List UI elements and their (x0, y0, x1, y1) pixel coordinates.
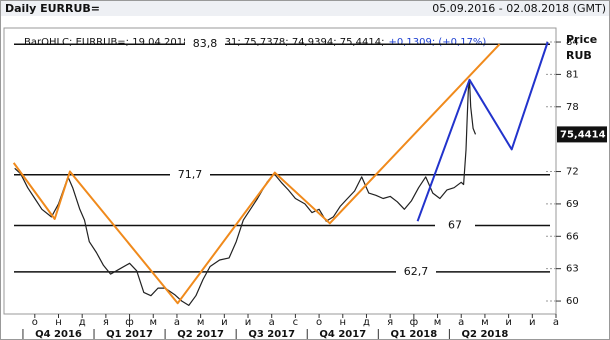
last-price-box (557, 126, 607, 143)
series-line (416, 41, 549, 222)
x-tick-label: д (79, 317, 86, 328)
x-tick-label: я (103, 317, 109, 328)
quarter-label: Q4 2017 (319, 329, 366, 340)
level-label: 83,8 (193, 37, 218, 50)
x-tick-label: м (197, 317, 205, 328)
x-tick-label: н (340, 317, 347, 328)
x-tick-label: а (174, 317, 180, 328)
header-bar (1, 1, 609, 16)
x-tick-label: ф (125, 317, 134, 328)
y-tick-label: 69 (566, 199, 579, 210)
y-axis-unit: RUB (566, 49, 592, 62)
x-tick-label: и (529, 317, 536, 328)
quarter-label: Q1 2018 (390, 329, 437, 340)
y-tick-label: 81 (566, 69, 579, 80)
x-tick-label: м (434, 317, 442, 328)
level-label: 67 (448, 219, 462, 232)
x-tick-label: и (505, 317, 512, 328)
level-label-bg (396, 264, 436, 279)
x-tick-label: и (245, 317, 252, 328)
x-tick-label: а (458, 317, 464, 328)
date-range: 05.09.2016 - 02.08.2018 (GMT) (432, 2, 606, 15)
x-tick-label: а (269, 317, 275, 328)
x-tick-label: м (481, 317, 489, 328)
chart-title: Daily EURRUB= (5, 2, 100, 15)
x-tick-label: с (293, 317, 299, 328)
level-label-bg (435, 218, 475, 233)
x-tick-label: ф (410, 317, 419, 328)
y-tick-label: 60 (566, 296, 579, 307)
quarter-label: Q4 2016 (35, 329, 82, 340)
y-tick-label: 66 (566, 231, 579, 242)
y-tick-label: 72 (566, 167, 579, 178)
x-tick-label: о (316, 317, 322, 328)
y-tick-label: 84 (566, 37, 579, 48)
quarter-label: Q1 2017 (106, 329, 153, 340)
quarter-label: Q2 2018 (462, 329, 509, 340)
plot-frame (3, 27, 557, 315)
level-label-bg (185, 37, 225, 52)
info-change: +0,1309; (+0,17%) (388, 37, 486, 48)
last-price-label: 75,4414 (560, 129, 606, 140)
quarter-label: Q2 2017 (177, 329, 224, 340)
level-label: 71,7 (178, 168, 203, 181)
x-tick-label: а (553, 317, 559, 328)
info-line: BarOHLC; EURRUB=; 19.04.2018; 75,2331; 7… (24, 37, 486, 48)
x-tick-label: я (387, 317, 393, 328)
level-label: 62,7 (404, 265, 429, 278)
quarter-label: Q3 2017 (248, 329, 295, 340)
x-tick-label: м (149, 317, 157, 328)
x-tick-label: д (363, 317, 370, 328)
x-tick-label: о (32, 317, 38, 328)
x-tick-label: н (55, 317, 62, 328)
y-axis-label: Price (566, 33, 597, 46)
y-tick-label: 63 (566, 264, 579, 275)
series-line (12, 43, 501, 305)
x-tick-label: и (221, 317, 228, 328)
level-label-bg (170, 167, 210, 182)
y-tick-label: 78 (566, 102, 579, 113)
